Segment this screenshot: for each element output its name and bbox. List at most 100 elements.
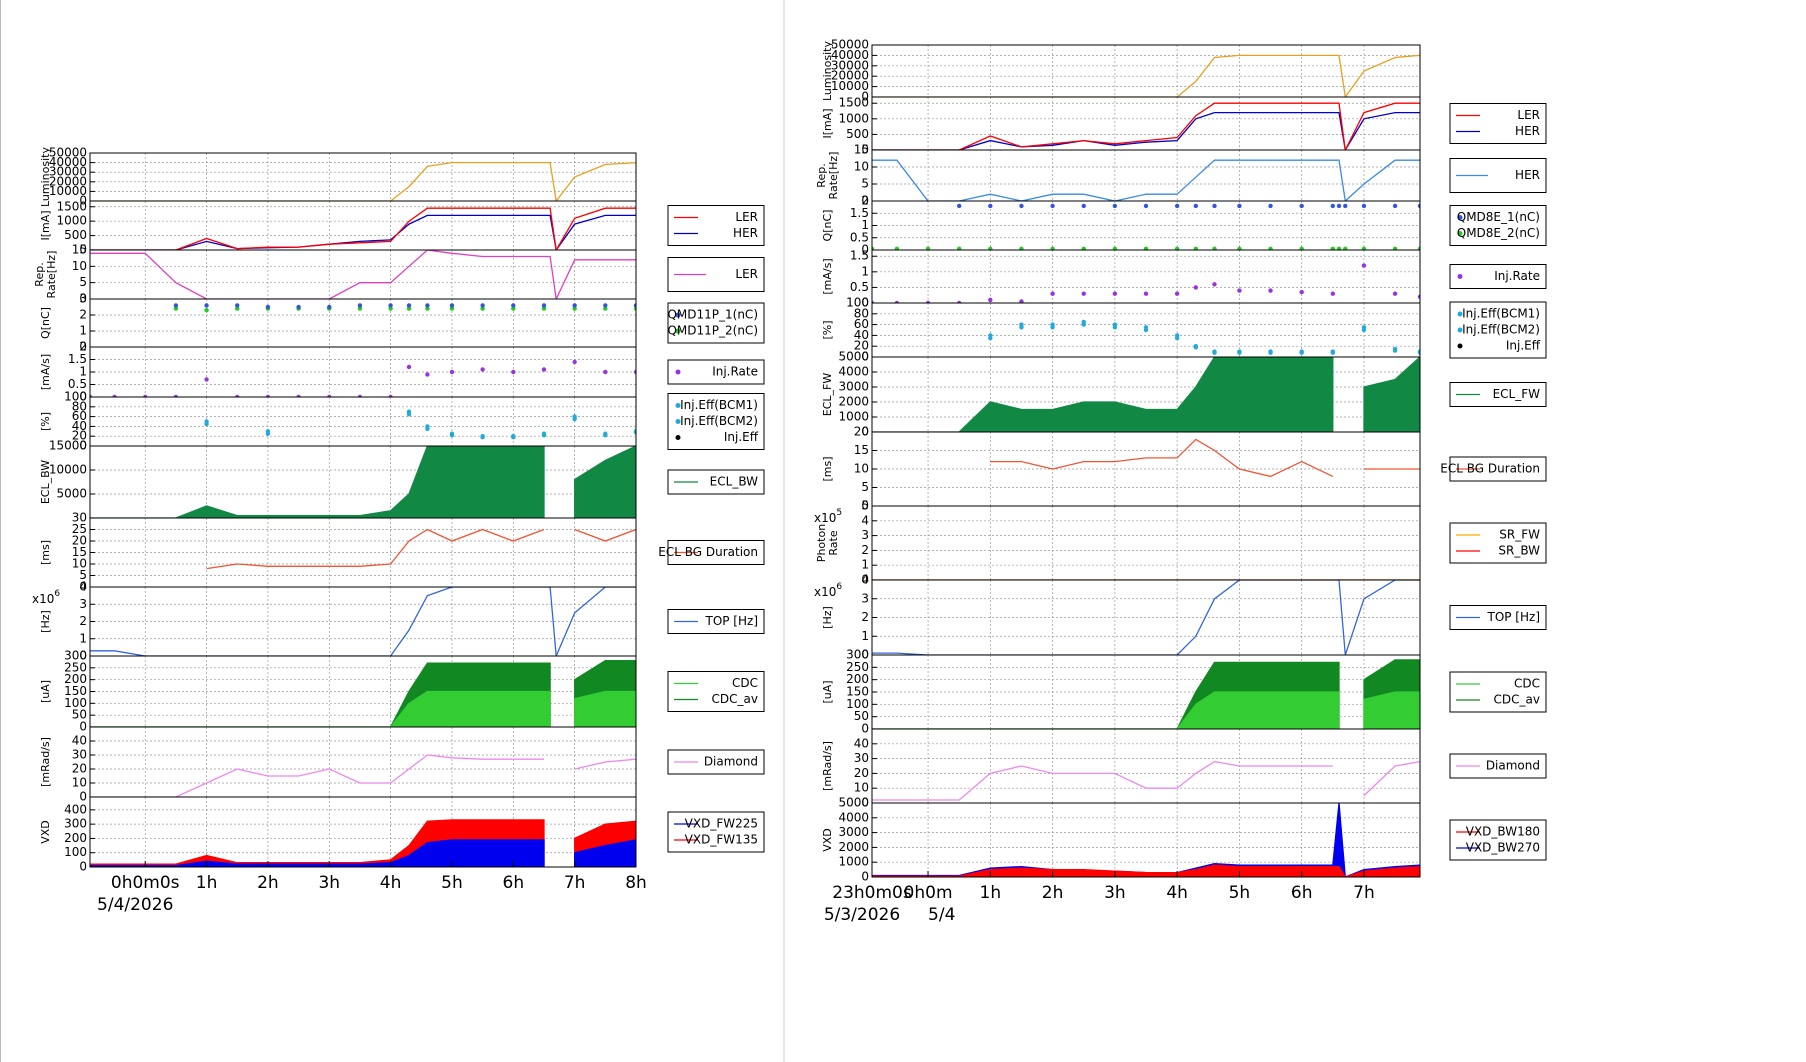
legend-label: HER bbox=[733, 226, 758, 240]
legend-box bbox=[1449, 301, 1547, 359]
series-line bbox=[872, 760, 1420, 801]
y-tick-label: 2 bbox=[861, 194, 869, 208]
data-point bbox=[1081, 319, 1086, 325]
y-tick-label: 0 bbox=[861, 870, 869, 884]
y-axis-label: VXD bbox=[39, 820, 52, 844]
data-point bbox=[1299, 203, 1304, 209]
y-tick-label: 1000 bbox=[838, 855, 869, 869]
data-point bbox=[572, 359, 577, 365]
data-point bbox=[388, 303, 393, 308]
data-point bbox=[988, 246, 993, 250]
data-point bbox=[1193, 203, 1199, 209]
y-tick-label: 3000 bbox=[838, 380, 869, 394]
y-tick-label: 0 bbox=[861, 796, 869, 810]
y-tick-label: 2 bbox=[861, 543, 869, 557]
y-tick-label: 1.5 bbox=[68, 352, 87, 366]
y-axis-label: I[mA] bbox=[39, 210, 52, 240]
legend-box bbox=[667, 811, 765, 853]
data-point bbox=[425, 306, 430, 311]
legend-label: LER bbox=[1517, 108, 1540, 122]
legend-marker bbox=[1457, 231, 1463, 236]
data-point bbox=[1019, 246, 1024, 250]
y-tick-label: 3 bbox=[79, 597, 87, 611]
legend-label: ECL BG Duration bbox=[1440, 462, 1540, 476]
legend-marker bbox=[675, 328, 681, 334]
legend-marker bbox=[675, 312, 681, 318]
y-tick-label: 0 bbox=[79, 720, 87, 734]
data-point bbox=[1212, 282, 1217, 287]
data-point bbox=[406, 364, 412, 370]
y-axis-label: [mRad/s] bbox=[821, 741, 834, 791]
x-tick-label: 7h bbox=[564, 873, 586, 893]
y-tick-label: 10 bbox=[72, 557, 87, 571]
y-tick-label: 20 bbox=[854, 766, 869, 780]
y-tick-label: 4 bbox=[79, 580, 87, 594]
x-tick-label: 6h bbox=[1291, 883, 1313, 903]
y-tick-label: 3 bbox=[79, 292, 87, 306]
y-tick-label: 40 bbox=[854, 328, 869, 342]
y-tick-label: 50 bbox=[854, 709, 869, 723]
legend-label: QMD11P_1(nC) bbox=[667, 308, 758, 322]
y-axis-label: Rate[Hz] bbox=[827, 152, 840, 200]
y-tick-label: 500 bbox=[846, 127, 869, 141]
y-tick-label: 20 bbox=[72, 429, 87, 443]
multiplier-exponent: 6 bbox=[836, 582, 842, 592]
y-tick-label: 0 bbox=[861, 90, 869, 104]
x-tick-label: 5h bbox=[441, 873, 463, 893]
y-axis-label: I[mA] bbox=[821, 108, 834, 138]
date-label: 5/3/2026 bbox=[824, 905, 900, 925]
y-tick-label: 2000 bbox=[838, 395, 869, 409]
y-axis-label: [uA] bbox=[39, 680, 52, 703]
data-point bbox=[1212, 203, 1217, 209]
y-tick-label: 2 bbox=[861, 610, 869, 624]
data-point bbox=[1268, 246, 1273, 250]
y-axis-label: [Hz] bbox=[821, 606, 834, 629]
data-point bbox=[1193, 344, 1199, 349]
y-tick-label: 0 bbox=[79, 439, 87, 453]
y-tick-label: 5 bbox=[79, 568, 87, 582]
y-tick-label: 1 bbox=[79, 324, 87, 338]
y-axis-label: Q[nC] bbox=[821, 210, 834, 242]
y-axis-label: ECL_BW bbox=[39, 460, 52, 504]
data-point bbox=[956, 246, 962, 250]
data-point bbox=[388, 306, 393, 311]
x-tick-label: 0h0m bbox=[904, 883, 953, 903]
data-point bbox=[1417, 246, 1420, 250]
y-tick-label: 80 bbox=[854, 306, 869, 320]
data-point bbox=[480, 306, 485, 311]
data-point bbox=[894, 246, 900, 250]
data-point bbox=[541, 367, 547, 372]
data-point bbox=[1330, 203, 1336, 209]
y-tick-label: 30 bbox=[854, 751, 869, 765]
data-point bbox=[480, 303, 485, 308]
y-tick-label: 80 bbox=[72, 399, 87, 413]
data-point bbox=[480, 367, 485, 372]
series-line bbox=[872, 102, 1420, 150]
y-tick-label: 300 bbox=[64, 649, 87, 663]
legend-label: Diamond bbox=[704, 755, 758, 769]
multiplier-base: x10 bbox=[32, 592, 54, 606]
data-point bbox=[988, 333, 993, 338]
data-point bbox=[541, 303, 547, 308]
x-tick-label: 2h bbox=[1042, 883, 1064, 903]
data-point bbox=[357, 306, 363, 311]
y-tick-label: 5 bbox=[861, 177, 869, 191]
x-tick-label: 3h bbox=[1104, 883, 1126, 903]
series-line bbox=[90, 250, 636, 299]
y-tick-label: 300 bbox=[64, 817, 87, 831]
y-tick-label: 2 bbox=[79, 340, 87, 354]
y-axis-label: [mA/s] bbox=[39, 354, 52, 390]
y-tick-label: 0 bbox=[79, 292, 87, 306]
series-line bbox=[872, 54, 1420, 97]
y-axis-label: Rate[Hz] bbox=[45, 251, 58, 299]
data-point bbox=[541, 306, 547, 311]
legend-box bbox=[667, 393, 765, 450]
data-point bbox=[572, 303, 577, 308]
y-tick-label: 0 bbox=[861, 350, 869, 364]
y-axis-label: Luminosity bbox=[39, 147, 52, 207]
data-point bbox=[173, 306, 179, 311]
data-point bbox=[1019, 203, 1024, 209]
y-tick-label: 0 bbox=[79, 860, 87, 874]
data-point bbox=[425, 372, 430, 377]
